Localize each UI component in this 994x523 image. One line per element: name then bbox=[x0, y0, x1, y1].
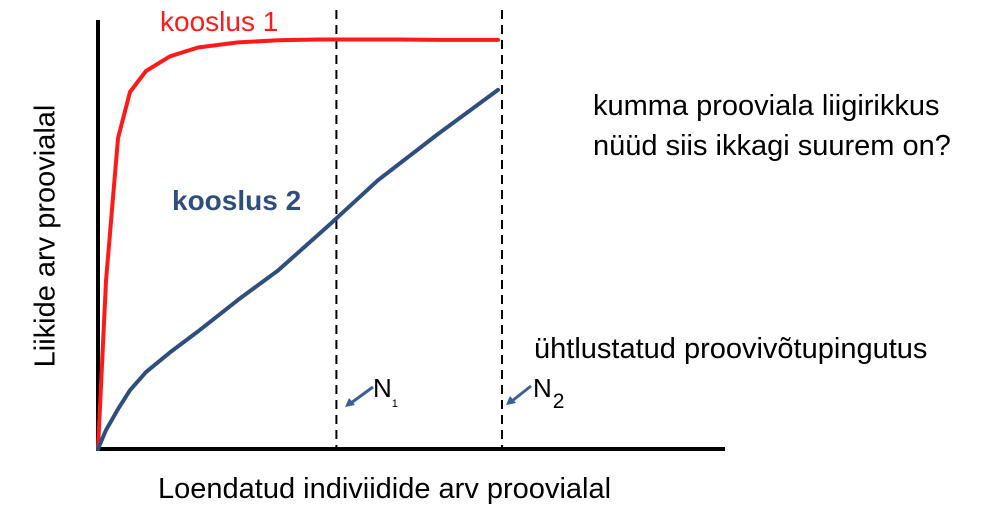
arrow-n2 bbox=[506, 384, 532, 405]
marker-label-n1: N1 bbox=[373, 373, 398, 410]
series-line-kooslus-1 bbox=[96, 37, 500, 451]
question-line-1: kumma prooviala liigirikkus bbox=[593, 90, 940, 122]
series-label-kooslus-1: kooslus 1 bbox=[160, 6, 279, 37]
effort-annotation: ühtlustatud proovivõtupingutus bbox=[534, 333, 928, 365]
series-label-kooslus-2: kooslus 2 bbox=[172, 185, 302, 216]
x-axis-label: Loendatud indiviidide arv proovialal bbox=[158, 473, 612, 505]
marker-label-n2: N2 bbox=[533, 373, 565, 413]
question-annotation: kumma prooviala liigirikkus nüüd siis ik… bbox=[593, 86, 951, 166]
series-line-kooslus-2 bbox=[96, 87, 500, 451]
question-line-2: nüüd siis ikkagi suurem on? bbox=[593, 130, 951, 162]
arrow-n1 bbox=[345, 385, 374, 407]
y-axis-label: Liikide arv proovialal bbox=[29, 104, 62, 368]
